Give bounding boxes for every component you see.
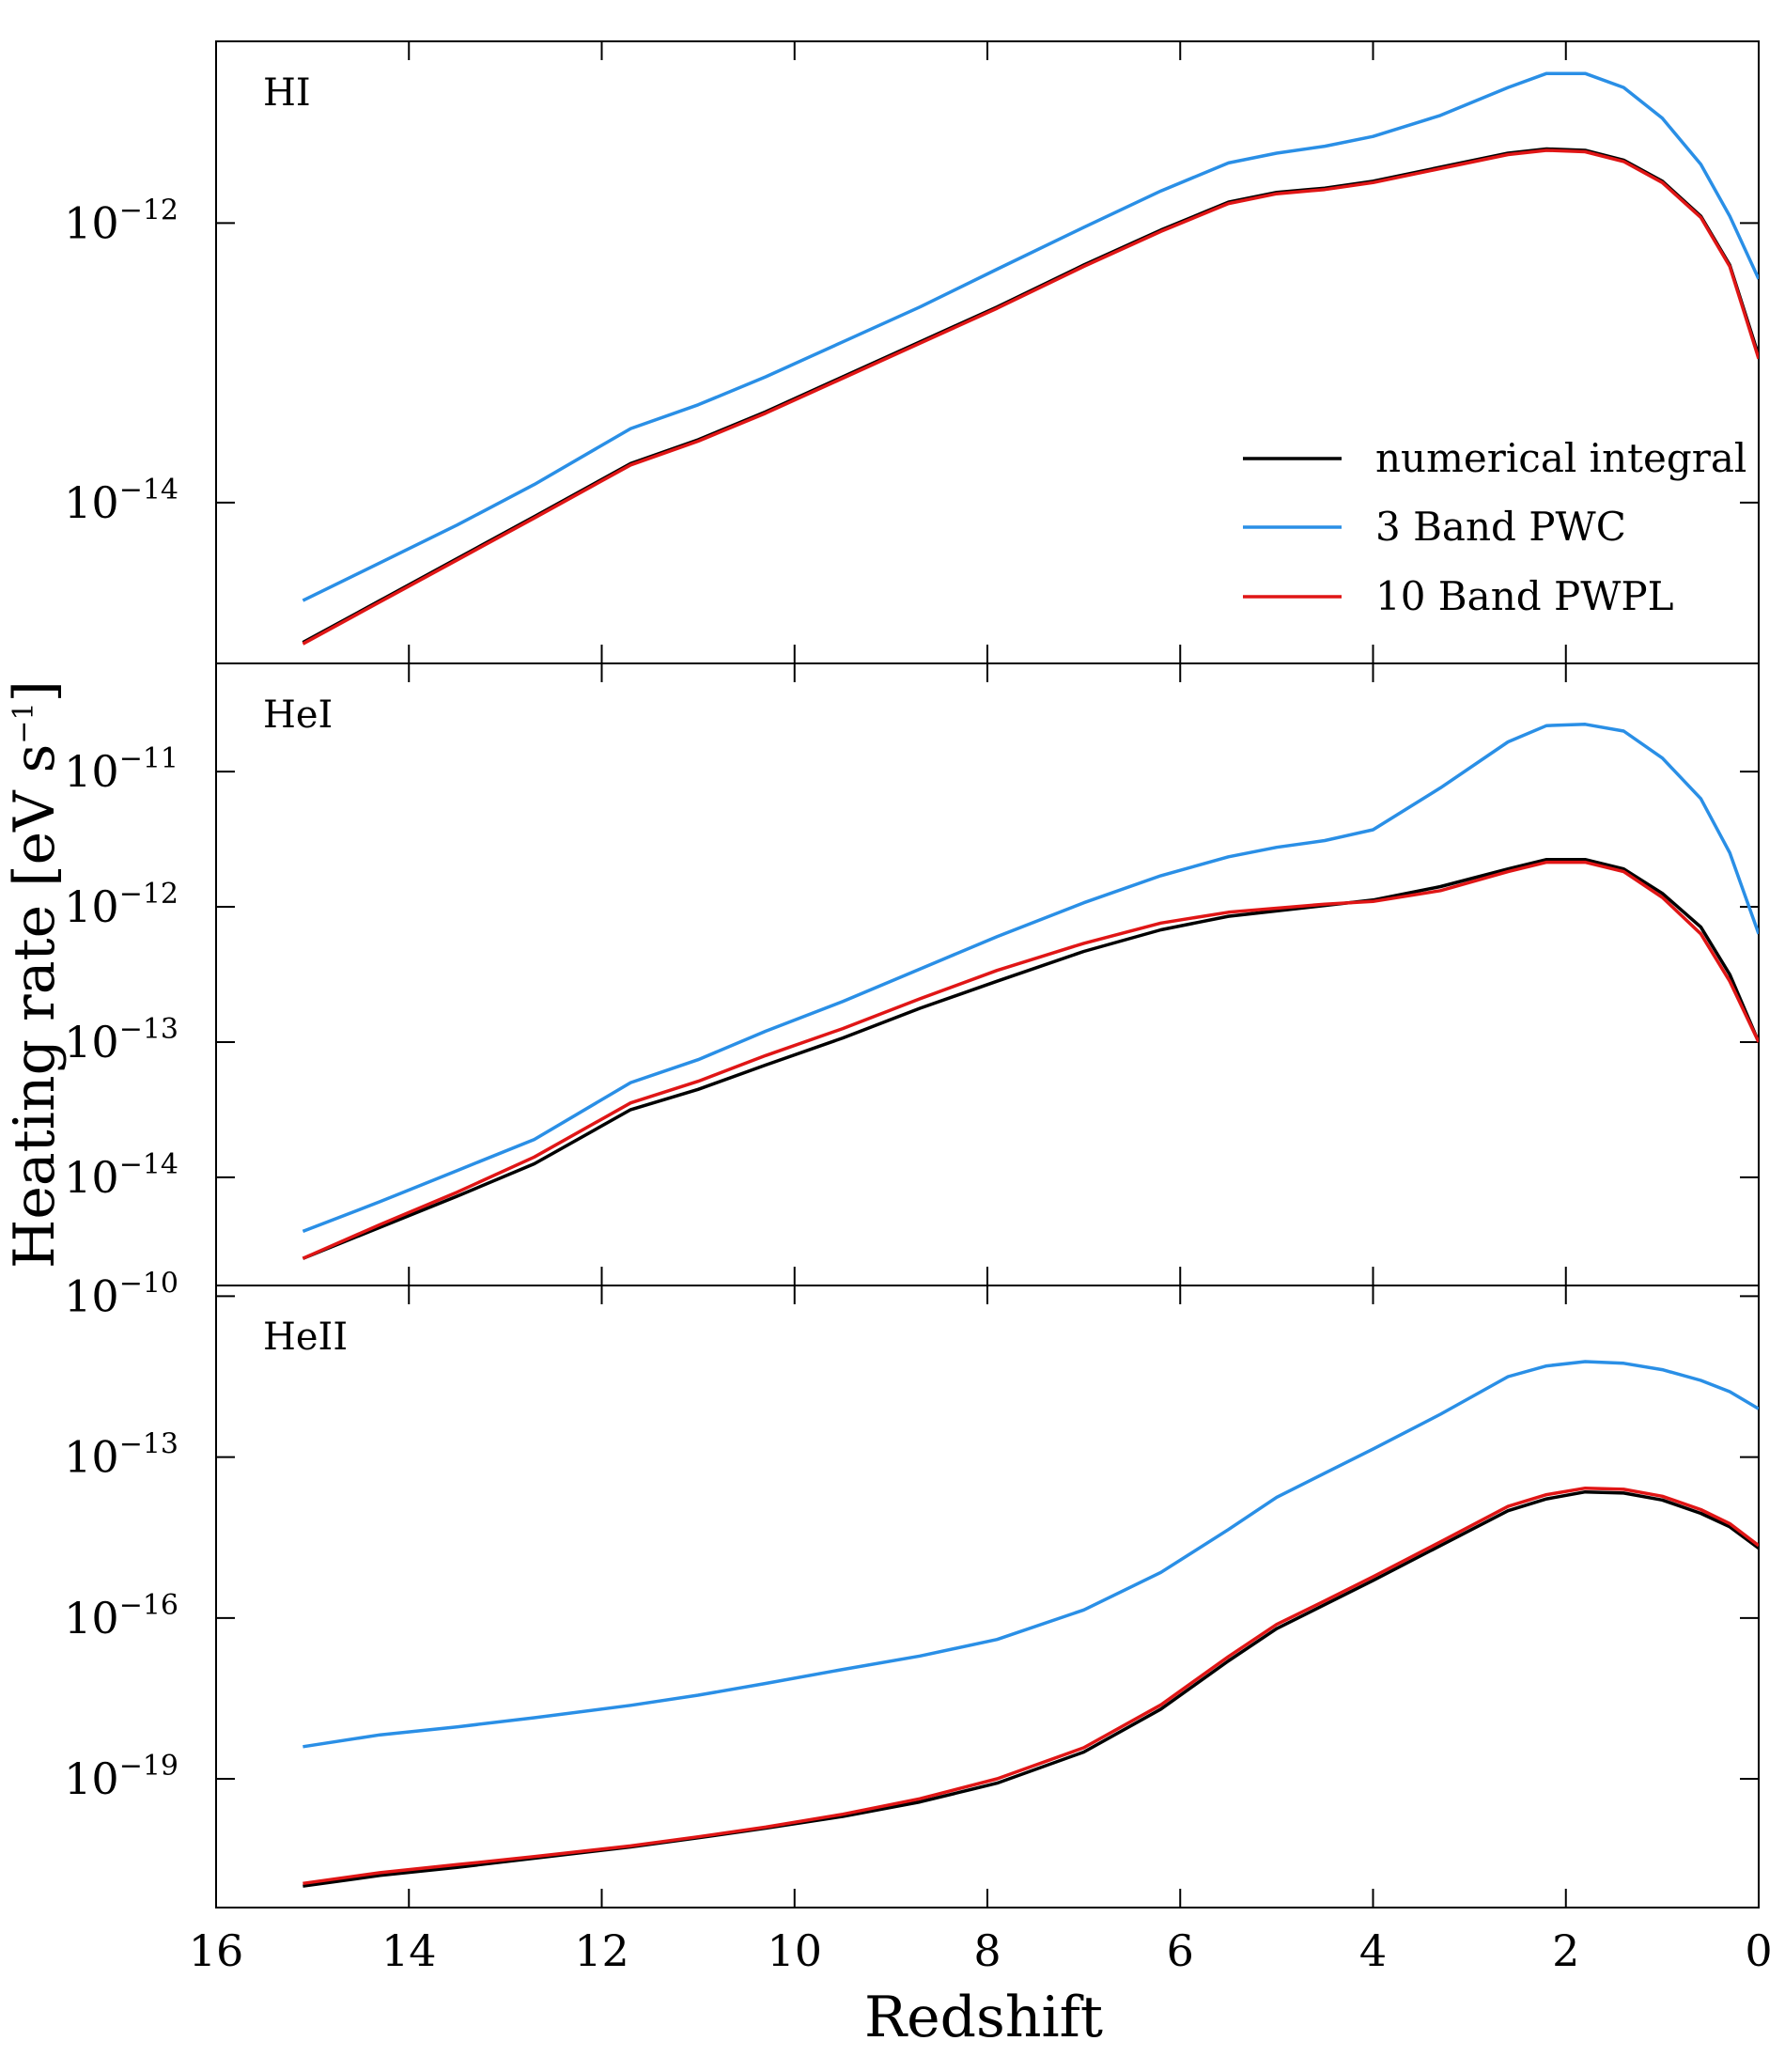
x-tick-label-2: 2 bbox=[1552, 1925, 1579, 1976]
y-tick-label-exp: −16 bbox=[119, 1589, 178, 1622]
x-tick-label-4: 4 bbox=[1359, 1925, 1387, 1976]
y-tick-label-exp: −12 bbox=[119, 878, 178, 911]
y-tick-label-base: 10 bbox=[64, 1753, 119, 1804]
x-tick-label-6: 6 bbox=[1167, 1925, 1194, 1976]
y-tick-label-exp: −12 bbox=[119, 194, 178, 226]
y-tick-label-base: 10 bbox=[64, 1593, 119, 1644]
panel-frame-hi bbox=[215, 40, 1760, 664]
y-tick-label-exp: −14 bbox=[119, 1148, 178, 1181]
y-tick-label-hei-0: 10−14 bbox=[64, 1148, 178, 1203]
y-tick-label-hei-3: 10−11 bbox=[64, 742, 178, 797]
panels-layer: 10−1410−12HI10−1410−1310−1210−11HeI10−19… bbox=[64, 40, 1760, 1908]
y-tick-label-hei-1: 10−13 bbox=[64, 1013, 178, 1067]
y-tick-label-hi-1: 10−12 bbox=[64, 194, 178, 248]
y-tick-label-base: 10 bbox=[64, 197, 119, 248]
x-tick-label-12: 12 bbox=[574, 1925, 629, 1976]
series-line-hi-10-band-pwpl bbox=[302, 148, 1759, 646]
x-tick-label-14: 14 bbox=[381, 1925, 437, 1976]
y-tick-label-heii-2: 10−13 bbox=[64, 1428, 178, 1483]
y-tick-label-base: 10 bbox=[64, 1432, 119, 1483]
x-tick-label-0: 0 bbox=[1745, 1925, 1772, 1976]
y-axis-title-main: Heating rate [eV s bbox=[2, 744, 68, 1269]
series-line-hei-10-band-pwpl bbox=[302, 860, 1759, 1260]
series-line-heii-10-band-pwpl bbox=[303, 1486, 1759, 1886]
y-tick-label-exp: −13 bbox=[119, 1428, 178, 1461]
y-tick-label-heii-3: 10−10 bbox=[64, 1267, 178, 1321]
y-tick-label-heii-0: 10−19 bbox=[64, 1750, 178, 1804]
y-tick-label-exp: −19 bbox=[119, 1750, 178, 1783]
y-axis-title: Heating rate [eV s−1] bbox=[2, 680, 68, 1269]
y-tick-label-hi-0: 10−14 bbox=[64, 474, 178, 528]
series-line-hei-numerical-integral bbox=[302, 857, 1759, 1260]
y-tick-label-base: 10 bbox=[64, 881, 119, 932]
y-tick-label-exp: −10 bbox=[119, 1267, 178, 1300]
series-line-hei-3-band-pwc bbox=[302, 723, 1759, 1234]
y-tick-label-exp: −13 bbox=[119, 1013, 178, 1046]
series-line-hi-numerical-integral bbox=[302, 147, 1759, 645]
panel-label-heii: HeII bbox=[263, 1316, 348, 1359]
y-tick-label-base: 10 bbox=[64, 746, 119, 797]
x-tick-label-8: 8 bbox=[973, 1925, 1001, 1976]
y-tick-label-exp: −14 bbox=[119, 474, 178, 506]
y-axis-title-exp: −1 bbox=[8, 702, 40, 743]
y-tick-label-base: 10 bbox=[64, 477, 119, 528]
series-line-heii-numerical-integral bbox=[303, 1489, 1759, 1888]
panel-label-hei: HeI bbox=[263, 693, 333, 737]
legend: numerical integral 3 Band PWC 10 Band PW… bbox=[1243, 435, 1746, 619]
x-tick-label-16: 16 bbox=[189, 1925, 244, 1976]
series-line-hi-3-band-pwc bbox=[302, 71, 1759, 602]
y-tick-label-base: 10 bbox=[64, 1152, 119, 1203]
y-tick-label-exp: −11 bbox=[119, 742, 178, 775]
legend-label-pwpl: 10 Band PWPL bbox=[1375, 573, 1674, 619]
y-axis-title-close: ] bbox=[2, 680, 68, 702]
y-tick-label-hei-2: 10−12 bbox=[64, 878, 178, 932]
legend-label-pwc: 3 Band PWC bbox=[1375, 504, 1626, 550]
x-tick-label-10: 10 bbox=[767, 1925, 822, 1976]
axis-layer: Redshift Heating rate [eV s−1] 16 14 12 10 8… bbox=[2, 680, 1773, 2050]
y-tick-label-heii-1: 10−16 bbox=[64, 1589, 178, 1644]
y-tick-label-base: 10 bbox=[64, 1017, 119, 1067]
panel-label-hi: HI bbox=[263, 71, 311, 115]
series-line-heii-3-band-pwc bbox=[303, 1360, 1759, 1749]
x-axis-title: Redshift bbox=[864, 1985, 1103, 2050]
panel-frame-heii bbox=[215, 1285, 1760, 1908]
legend-label-numerical: numerical integral bbox=[1375, 435, 1746, 481]
y-tick-label-base: 10 bbox=[64, 1270, 119, 1321]
